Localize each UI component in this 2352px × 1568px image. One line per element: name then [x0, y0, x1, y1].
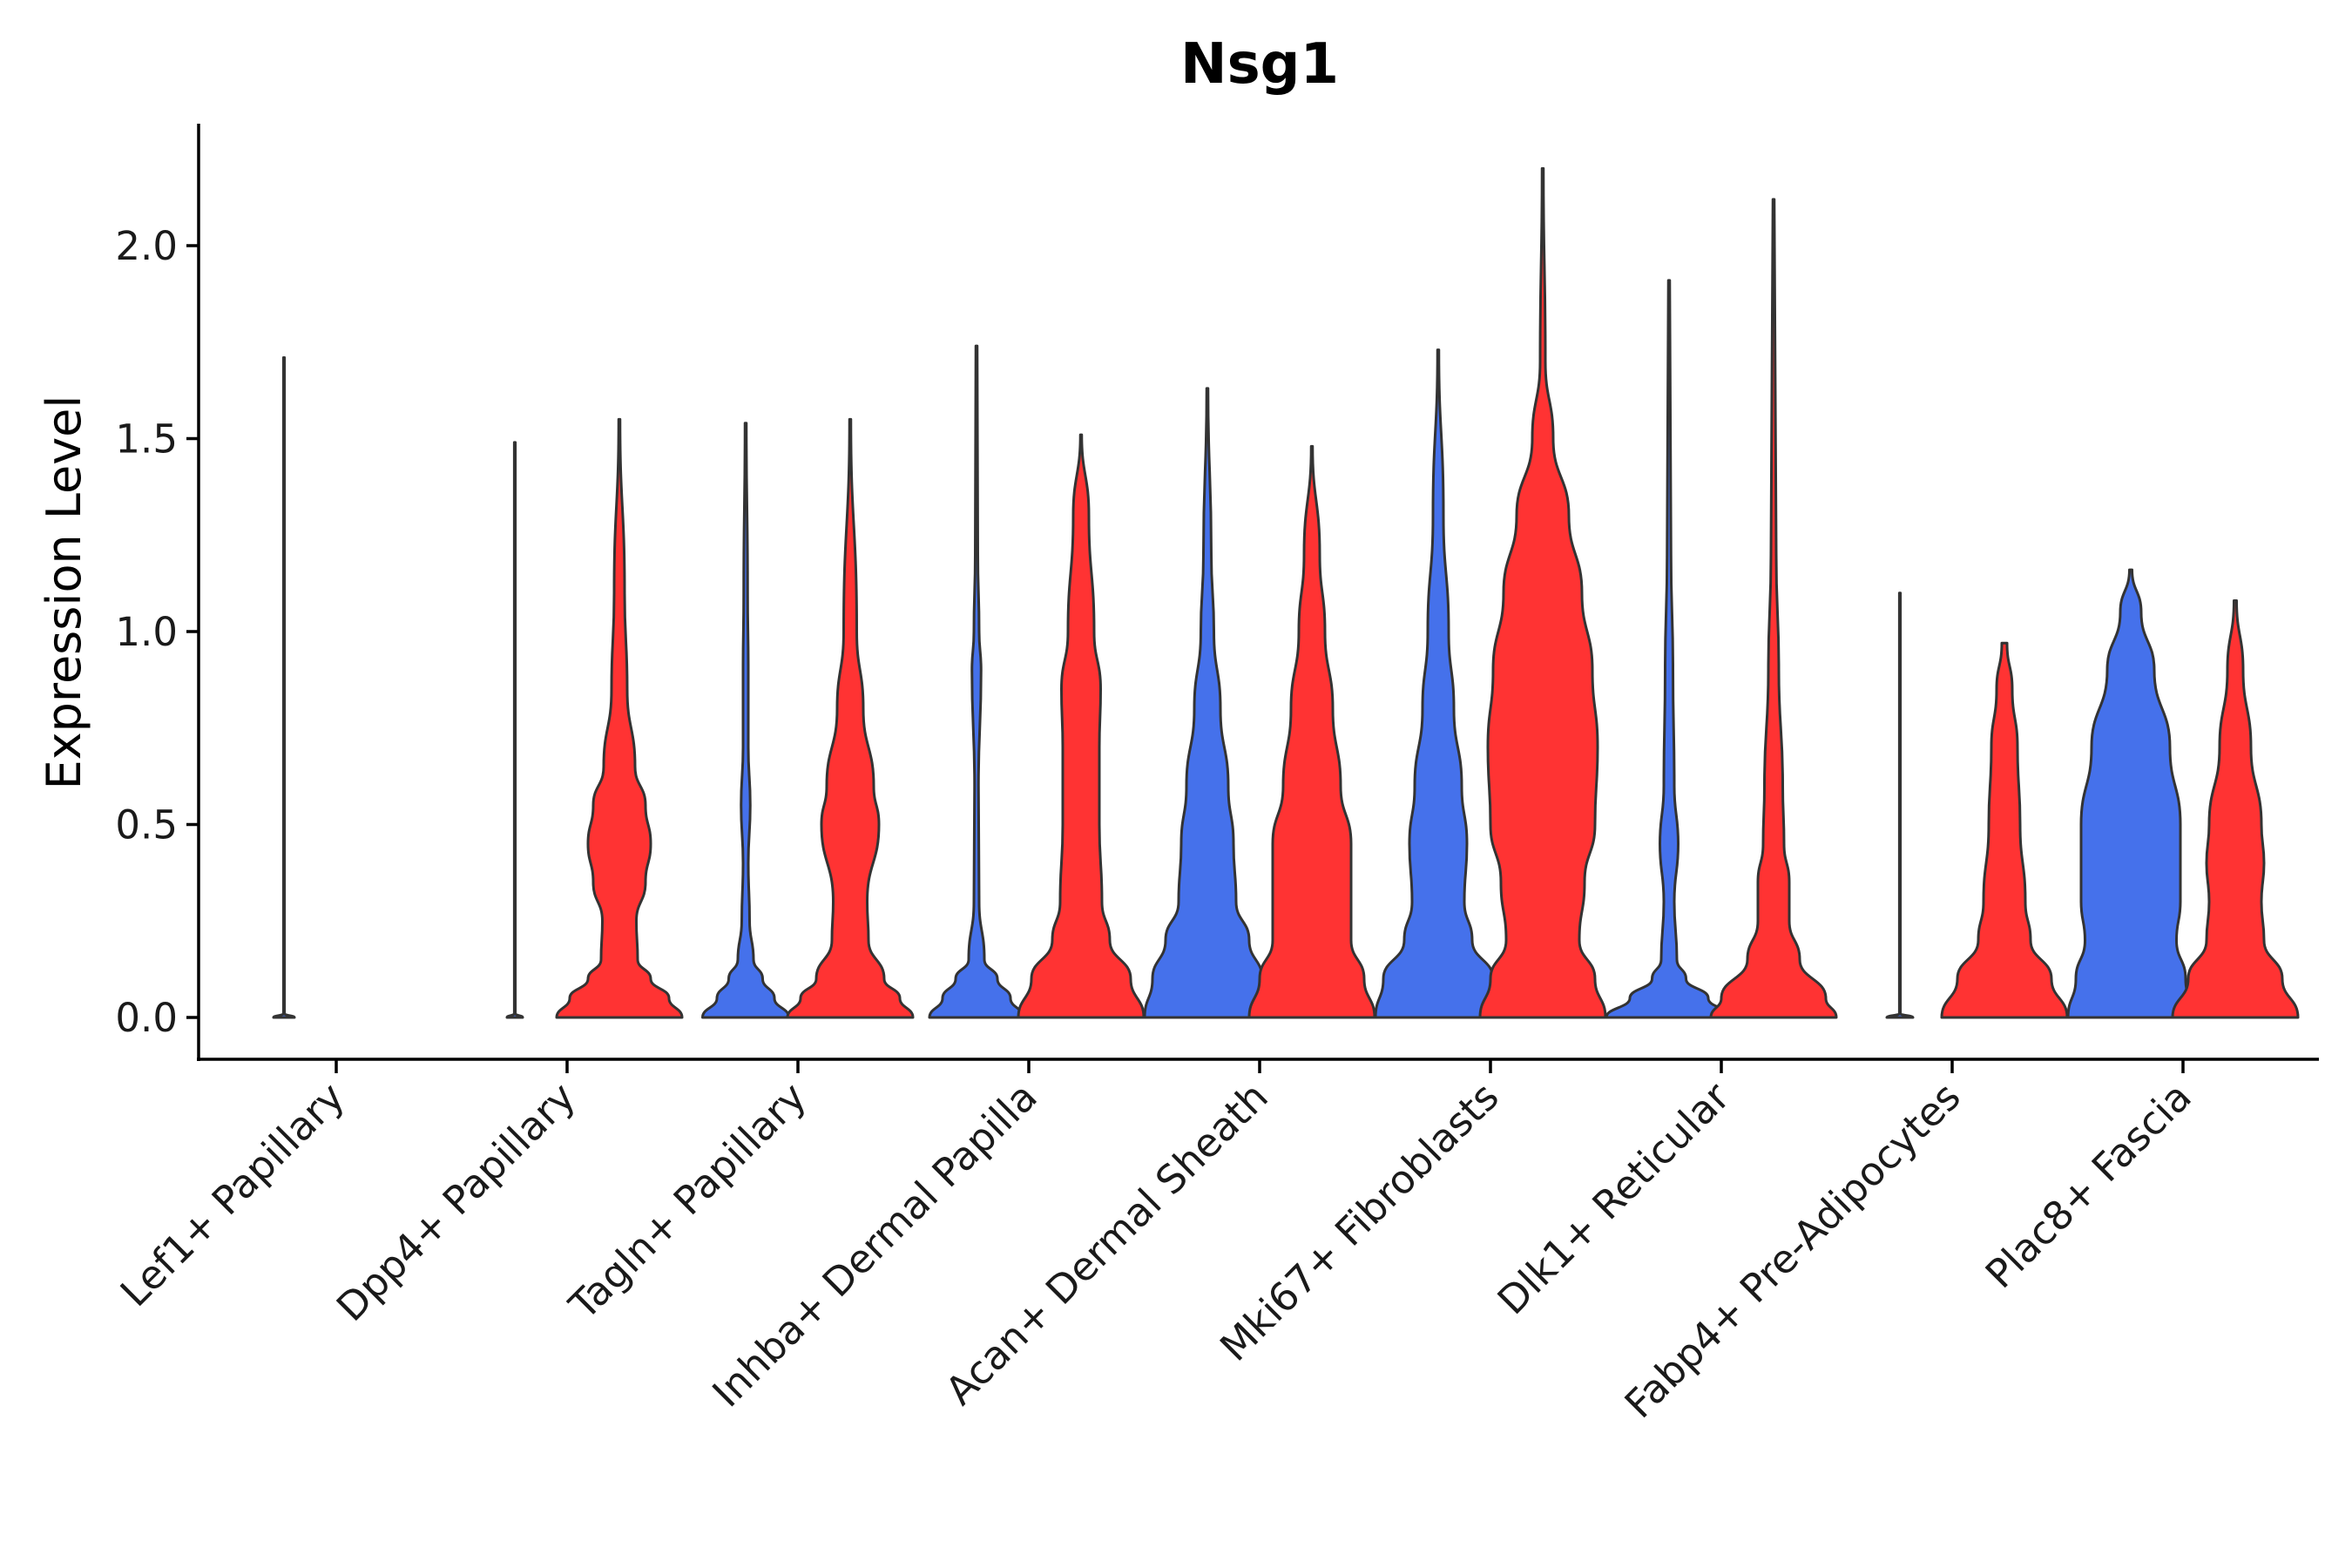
violin-blue: [2066, 568, 2195, 1019]
x-tick-label: Tagln+ Papillary: [560, 1073, 815, 1328]
x-tick-label: Lef1+ Papillary: [112, 1073, 354, 1315]
violin-red: [555, 417, 684, 1019]
y-tick-label: 0.5: [115, 802, 178, 848]
violin-red: [1709, 198, 1838, 1019]
violin-red: [1940, 641, 2069, 1019]
violin-red: [2171, 599, 2300, 1019]
violin-blue: [1605, 279, 1734, 1019]
x-tick-label: Plac8+ Fascia: [1977, 1073, 2200, 1297]
violin-blue: [1143, 387, 1272, 1019]
y-tick-label: 0.0: [115, 995, 178, 1041]
x-tick-label: Dpp4+ Papillary: [328, 1073, 585, 1330]
violin-blue: [928, 344, 1025, 1019]
violin-blue: [701, 422, 790, 1019]
violin-red: [1247, 444, 1376, 1019]
violin-blue: [272, 355, 296, 1019]
violin-red: [786, 417, 915, 1019]
violins-group: [272, 166, 2300, 1019]
y-tick-label: 2.0: [115, 223, 178, 269]
violin-blue: [1374, 348, 1503, 1019]
chart-title: Nsg1: [1180, 32, 1339, 97]
violin-blue: [505, 441, 524, 1019]
violin-red: [1478, 166, 1607, 1019]
y-ticks-group: 0.0 0.5 1.0 1.5 2.0: [115, 223, 199, 1041]
y-tick-label: 1.5: [115, 416, 178, 463]
x-tick-label: Dlk1+ Reticular: [1489, 1073, 1739, 1323]
violin-blue: [1885, 591, 1915, 1019]
y-axis-label: Expression Level: [37, 395, 91, 790]
violin-red: [1017, 433, 1146, 1019]
y-tick-label: 1.0: [115, 609, 178, 655]
